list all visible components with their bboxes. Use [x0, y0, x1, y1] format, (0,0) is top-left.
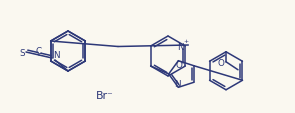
Text: C: C: [36, 47, 42, 56]
Text: O: O: [176, 61, 183, 70]
Text: Br⁻: Br⁻: [96, 90, 114, 100]
Text: N: N: [177, 43, 183, 52]
Text: S: S: [19, 48, 25, 57]
Text: N: N: [53, 51, 59, 60]
Text: O: O: [218, 59, 224, 68]
Text: N: N: [174, 79, 181, 88]
Text: +: +: [184, 39, 189, 44]
